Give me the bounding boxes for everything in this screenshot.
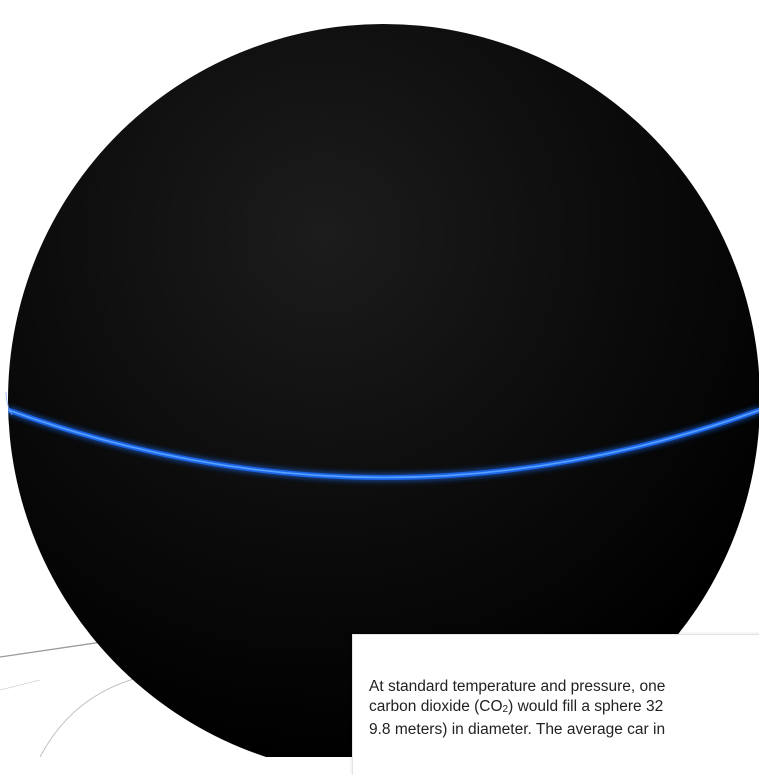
subscript-2: 2 <box>502 704 509 715</box>
caption-text: At standard temperature and pressure, on… <box>369 677 759 740</box>
caption-line-3: 9.8 meters) in diameter. The average car… <box>369 721 666 738</box>
co2-sphere-visualization <box>0 24 759 757</box>
caption-panel: At standard temperature and pressure, on… <box>352 634 759 775</box>
equator-ring-edge <box>5 391 13 416</box>
caption-line-1: At standard temperature and pressure, on… <box>369 678 666 695</box>
caption-line-2: carbon dioxide (CO2) would fill a sphere… <box>369 698 664 715</box>
equator-ring <box>8 407 759 480</box>
co2-sphere <box>8 24 759 757</box>
ground-line-left <box>0 679 41 691</box>
